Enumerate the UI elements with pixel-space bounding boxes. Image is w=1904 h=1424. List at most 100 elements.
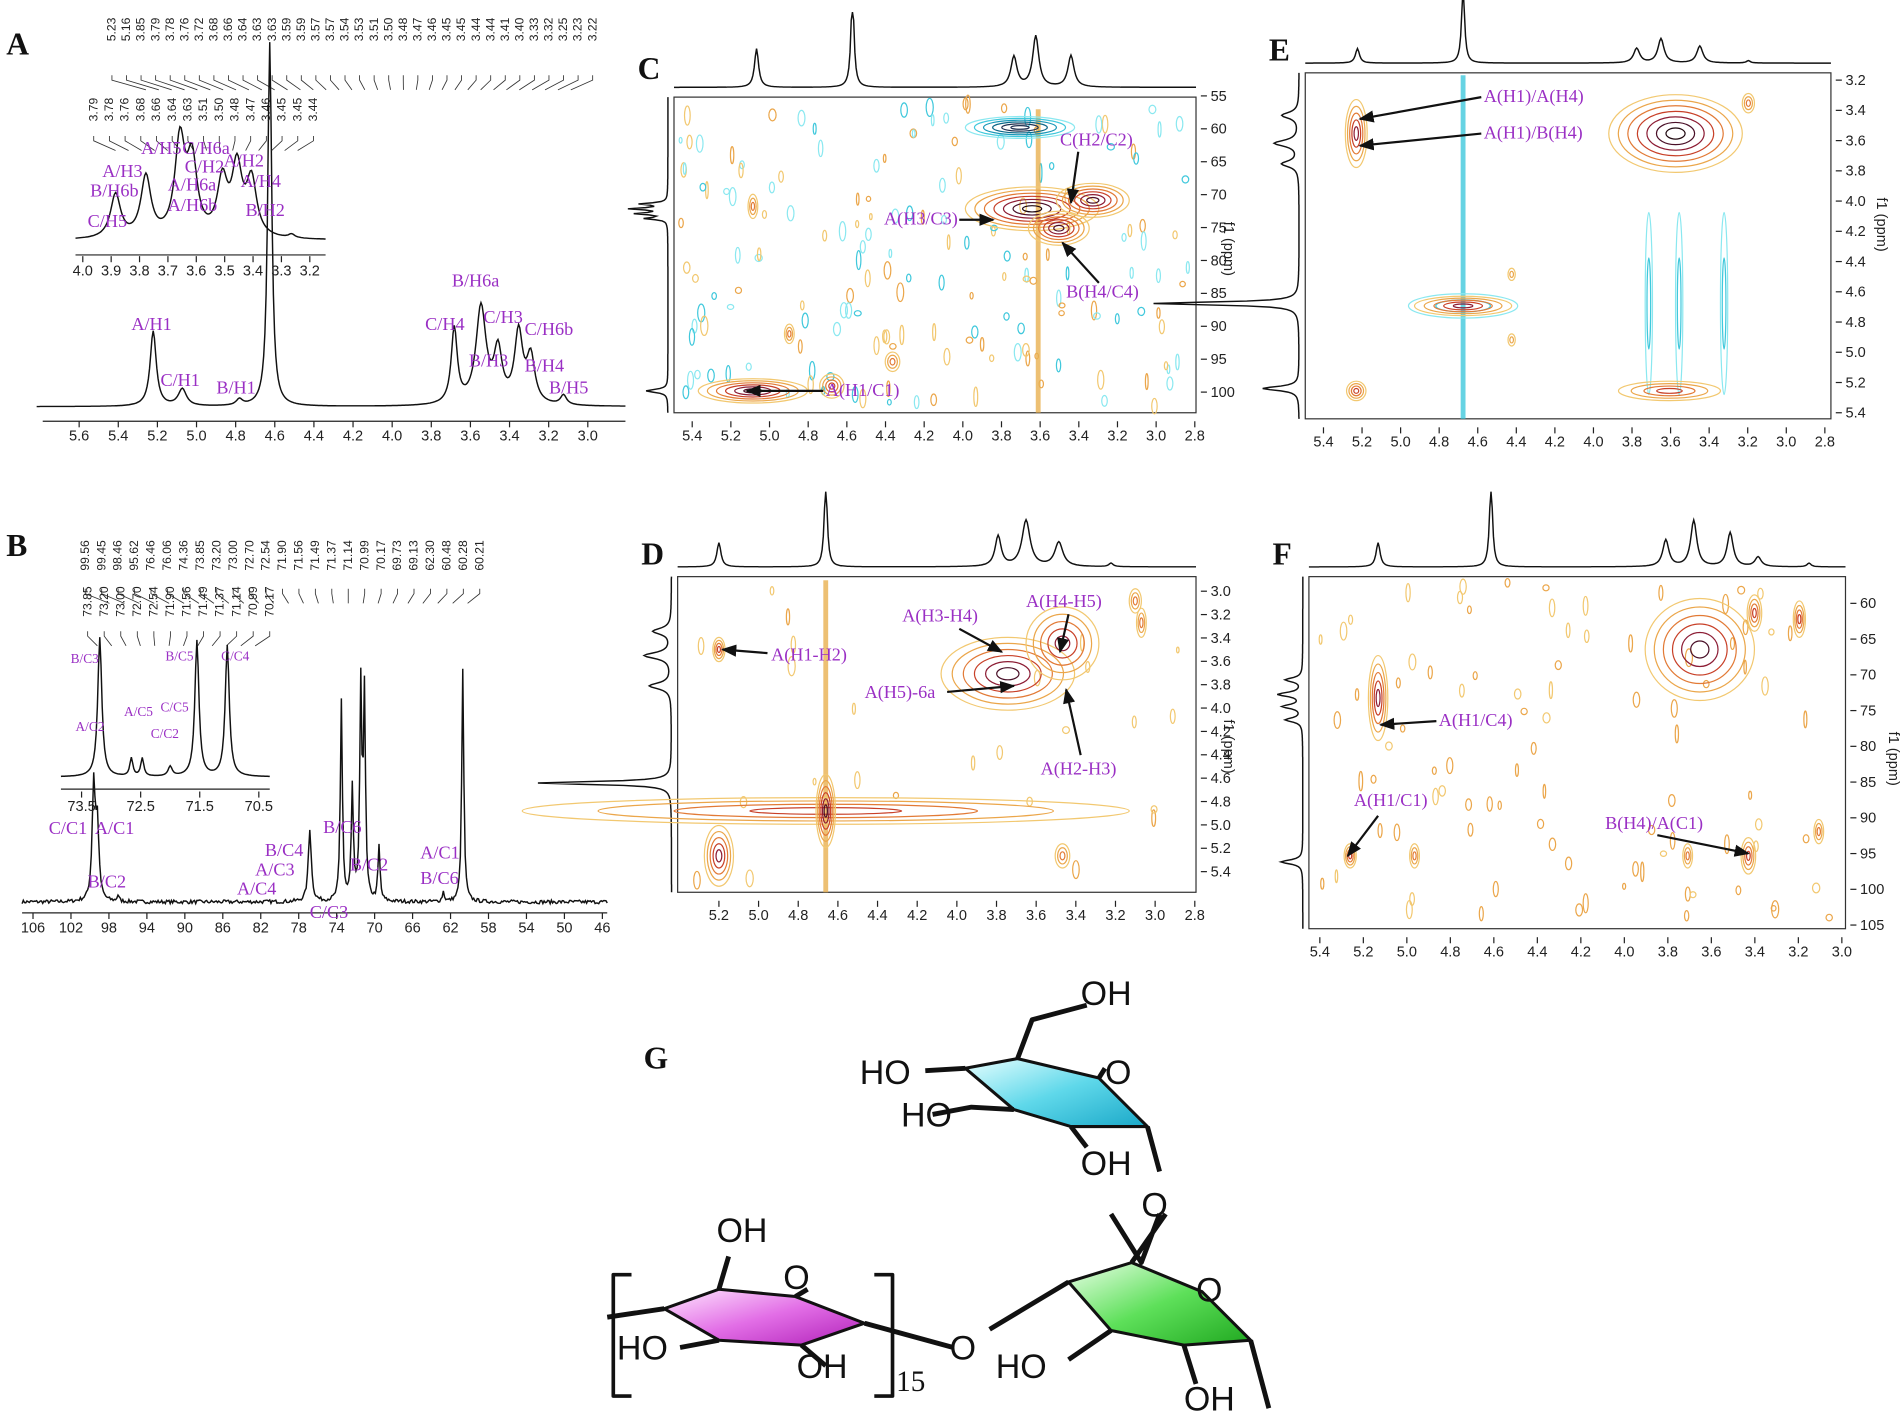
peak-leader [108, 135, 129, 151]
contour [1003, 312, 1010, 321]
peak-value: 71.14 [229, 586, 243, 617]
contour [1431, 766, 1437, 775]
contour [1139, 617, 1144, 629]
contour [1022, 275, 1031, 283]
y-tick-label: 5.0 [1845, 345, 1865, 361]
x-tick-label: 3.0 [1832, 945, 1852, 961]
peak-leader [117, 588, 140, 604]
contour [864, 269, 871, 288]
x-tick-label: 102 [59, 920, 83, 936]
contour [695, 134, 704, 153]
contour [1346, 105, 1366, 162]
peak-leader [93, 135, 116, 151]
x-tick-label: 72.5 [126, 799, 154, 815]
peak-label: A(H1/C1) [826, 380, 900, 401]
contour [1395, 677, 1401, 689]
peak-leader [213, 75, 237, 91]
contour [1621, 882, 1627, 890]
contour [1358, 770, 1364, 792]
y-tick-label: 70 [1211, 187, 1227, 203]
x-tick-label: 4.2 [907, 908, 927, 924]
atom-label: OH [1081, 975, 1132, 1013]
peak-value: 70.17 [262, 586, 276, 617]
contour [996, 745, 1004, 760]
contour [1816, 826, 1822, 837]
contour [930, 114, 935, 127]
contour [1000, 103, 1008, 114]
contour [808, 360, 816, 381]
contour [846, 287, 855, 304]
x-tick-label: 3.0 [1776, 435, 1796, 451]
x-tick-label: 78 [291, 920, 307, 936]
contour [1001, 123, 1039, 132]
contour [768, 108, 777, 122]
contour [1690, 640, 1710, 659]
contour [1643, 385, 1696, 397]
contour [1787, 625, 1793, 642]
peak-value: 73.00 [113, 586, 127, 617]
contour [1175, 115, 1184, 132]
x-tick-label: 4.4 [1506, 435, 1526, 451]
spectrum [60, 637, 270, 778]
peak-label: B/H3 [469, 351, 508, 371]
peak-value: 71.37 [324, 540, 338, 571]
peak-label: A(H4-H5) [1026, 591, 1102, 612]
contour [1347, 614, 1354, 625]
peak-value: 3.78 [102, 98, 116, 122]
peak-value: 95.62 [127, 540, 141, 571]
y-tick-label: 4.8 [1845, 315, 1865, 331]
peak-leader [271, 135, 283, 151]
spectrum [36, 42, 626, 408]
contour [1035, 109, 1041, 413]
x-tick-label: 98 [101, 920, 117, 936]
contour [815, 773, 837, 848]
contour [1467, 822, 1474, 837]
contour [700, 315, 709, 337]
peak-value: 3.45 [290, 98, 304, 122]
peak-label: B/H6b [90, 181, 139, 201]
contour [855, 250, 862, 271]
contour [1055, 182, 1130, 218]
spectrum [677, 491, 1197, 568]
y-tick-label: 85 [1211, 286, 1227, 302]
peak-leader [454, 75, 462, 91]
contour [940, 636, 1076, 711]
peak-value: 3.46 [425, 17, 439, 41]
plot-frame [1308, 576, 1847, 930]
contour [688, 328, 696, 346]
peak-leader [245, 135, 252, 151]
contour [1409, 892, 1415, 906]
peak-leader [240, 631, 254, 647]
x-tick-label: 3.4 [1069, 429, 1089, 445]
spectrum [673, 12, 1197, 89]
peak-label: A/H2 [224, 150, 264, 170]
contour [1012, 201, 1052, 216]
peak-value: 3.53 [352, 17, 366, 41]
contour [1721, 257, 1727, 350]
x-tick-label: 3.8 [421, 429, 441, 445]
contour [1127, 223, 1133, 238]
contour [723, 187, 730, 196]
contour [1013, 342, 1022, 362]
contour [1370, 774, 1377, 784]
contour [1037, 216, 1080, 241]
peak-label: A/H1 [131, 314, 171, 334]
peak-leader [265, 588, 274, 604]
contour [728, 187, 737, 207]
peak-value: 3.66 [149, 98, 163, 122]
peak-leader [441, 75, 448, 91]
contour [851, 386, 859, 403]
peak-value: 69.13 [407, 540, 421, 571]
arrow [947, 681, 1016, 694]
contour [821, 798, 830, 824]
contour [1548, 837, 1557, 852]
atom-label: HO [617, 1330, 668, 1368]
contour [1024, 267, 1030, 283]
contour [1027, 210, 1090, 246]
peak-value: 3.41 [498, 17, 512, 41]
peak-value: 3.50 [212, 98, 226, 122]
contour [1582, 595, 1589, 616]
contour [1497, 800, 1502, 811]
contour [992, 121, 1048, 134]
peak-leader [249, 588, 260, 604]
